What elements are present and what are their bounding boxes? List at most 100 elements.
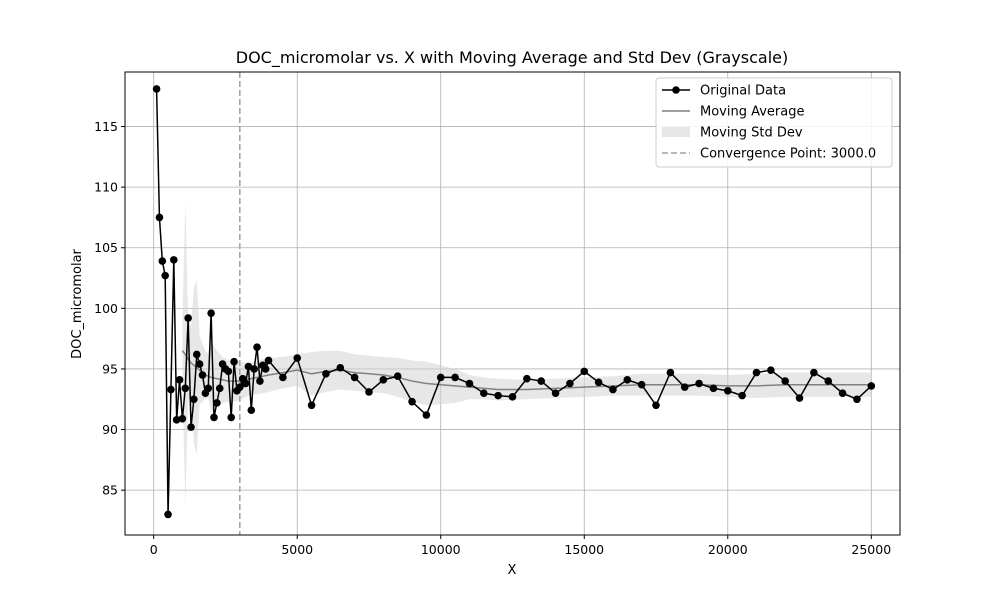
data-point — [408, 397, 416, 406]
x-axis-label: X — [508, 563, 517, 578]
data-point — [537, 377, 546, 385]
legend-label: Moving Average — [700, 105, 804, 120]
data-point — [479, 389, 488, 397]
y-axis-label: DOC_micromolar — [70, 248, 85, 358]
data-point — [187, 423, 195, 431]
data-point — [264, 356, 273, 365]
data-point — [795, 394, 804, 402]
y-tick-label: 90 — [102, 422, 118, 437]
data-point — [207, 309, 215, 317]
data-point — [508, 393, 517, 401]
original-data-series — [152, 85, 876, 519]
data-point — [566, 379, 574, 388]
data-point — [393, 372, 402, 381]
data-point — [215, 384, 224, 393]
data-point — [436, 373, 445, 382]
plot-area — [124, 71, 901, 536]
data-point — [551, 389, 560, 397]
data-point — [465, 379, 474, 388]
y-tick-label: 105 — [94, 240, 118, 255]
data-point — [336, 363, 345, 372]
plot-frame — [124, 71, 901, 536]
data-point — [178, 414, 187, 423]
data-point — [451, 373, 459, 382]
data-point — [752, 368, 761, 377]
data-point — [422, 411, 431, 419]
data-point — [580, 367, 589, 376]
y-tick-label: 110 — [94, 180, 118, 195]
y-tick-label: 115 — [94, 119, 118, 134]
data-point — [224, 367, 233, 376]
data-point — [169, 256, 178, 264]
data-point — [867, 382, 876, 390]
data-point — [184, 314, 192, 322]
legend: Original Data Moving Average Moving Std De… — [655, 77, 893, 168]
data-point — [853, 395, 861, 404]
x-tick-label: 0 — [150, 542, 158, 557]
data-point — [652, 401, 660, 410]
data-point — [198, 371, 207, 379]
std-band-area — [182, 201, 872, 508]
data-point — [195, 360, 204, 368]
x-tick-label: 25000 — [851, 542, 891, 557]
x-axis-ticks: 0 5000 10000 15000 20000 25000 — [150, 535, 891, 557]
y-tick-label: 85 — [102, 483, 118, 498]
legend-original-marker — [672, 86, 680, 94]
data-point — [164, 510, 172, 519]
data-point — [322, 369, 330, 378]
data-point — [210, 413, 218, 422]
data-point — [241, 379, 250, 388]
data-point — [175, 376, 184, 384]
data-point — [350, 373, 359, 382]
data-point — [192, 350, 201, 359]
y-tick-label: 100 — [94, 301, 118, 316]
data-point — [236, 383, 244, 391]
data-point — [230, 357, 238, 366]
legend-label: Convergence Point: 3000.0 — [700, 147, 876, 162]
data-point — [181, 384, 190, 393]
chart-title: DOC_micromolar vs. X with Moving Average… — [236, 48, 789, 68]
legend-std-patch — [662, 127, 690, 137]
data-point — [250, 365, 258, 373]
data-point — [494, 391, 502, 400]
data-point — [253, 343, 261, 351]
data-point — [158, 257, 167, 265]
x-tick-label: 10000 — [421, 542, 461, 557]
data-point — [594, 378, 603, 387]
data-point — [623, 376, 632, 384]
data-point — [609, 385, 617, 394]
x-tick-label: 15000 — [564, 542, 604, 557]
legend-label: Original Data — [700, 84, 786, 99]
data-point — [738, 391, 746, 400]
data-point — [167, 385, 175, 394]
data-point — [307, 401, 316, 410]
data-point — [666, 368, 675, 377]
data-point — [293, 354, 302, 362]
data-point — [637, 380, 646, 389]
data-point — [767, 366, 775, 374]
data-point — [152, 85, 161, 93]
data-point — [247, 406, 256, 414]
data-point — [190, 395, 198, 404]
x-tick-label: 20000 — [708, 542, 748, 557]
std-band — [182, 201, 872, 508]
data-point — [204, 384, 213, 393]
y-tick-label: 95 — [102, 361, 118, 376]
data-point — [365, 388, 373, 396]
data-point — [161, 271, 169, 280]
legend-label: Moving Std Dev — [700, 126, 803, 141]
data-point — [155, 213, 164, 222]
data-point — [261, 365, 270, 373]
data-point — [172, 416, 181, 424]
data-point — [838, 389, 847, 397]
data-point — [213, 399, 221, 407]
data-point — [379, 376, 388, 384]
data-point — [680, 383, 689, 391]
data-point — [824, 377, 833, 385]
data-point — [810, 368, 818, 377]
data-point — [523, 374, 531, 383]
data-point — [244, 362, 253, 371]
y-axis-ticks: 85 90 95 100 105 110 115 — [94, 119, 125, 498]
data-point — [723, 386, 732, 395]
